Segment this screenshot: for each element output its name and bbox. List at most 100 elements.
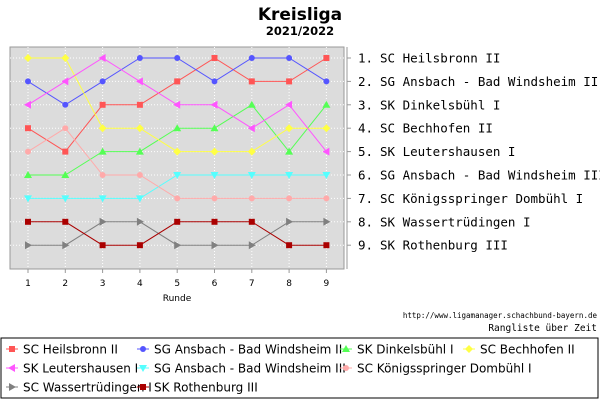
data-point: [322, 147, 330, 156]
legend-label: SG Ansbach - Bad Windsheim II: [154, 343, 342, 357]
data-point: [247, 124, 255, 133]
data-point: [25, 148, 31, 155]
series-6: [24, 172, 331, 203]
standing-rank: 8.: [358, 214, 373, 229]
data-point: [285, 147, 294, 155]
x-tick-label: 2: [62, 279, 68, 289]
standings-list: 1. SC Heilsbronn II 2. SG Ansbach - Bad Win…: [347, 51, 600, 253]
chart-subtitle: 2021/2022: [266, 24, 334, 38]
data-point: [61, 195, 70, 203]
data-point: [135, 147, 144, 155]
legend-marker: [465, 345, 473, 353]
data-point: [62, 125, 69, 132]
x-tick-label: 7: [249, 279, 255, 289]
data-point: [211, 241, 219, 250]
standing-rank: 3.: [358, 97, 373, 112]
data-point: [211, 55, 218, 61]
legend-label: SK Leutershausen I: [23, 362, 138, 376]
legend-marker: [140, 384, 146, 390]
legend-label: SC Wassertrüdingen I: [23, 381, 152, 395]
series-2: [25, 55, 330, 108]
legend-item: SK Leutershausen I: [6, 362, 138, 376]
data-point: [248, 78, 255, 85]
chart-title: Kreisliga: [258, 5, 342, 25]
data-point: [24, 171, 32, 178]
x-axis-label: Runde: [163, 294, 192, 304]
legend-label: SG Ansbach - Bad Windsheim III: [154, 362, 346, 376]
data-point: [286, 242, 293, 249]
data-point: [211, 78, 218, 85]
x-tick-label: 5: [174, 279, 180, 289]
data-point: [322, 124, 331, 133]
data-point: [62, 148, 69, 155]
data-point: [247, 100, 256, 108]
series-7: [25, 125, 330, 202]
source-url: http://www.ligamanager.schachbund-bayern…: [403, 311, 598, 320]
legend-item: SC Königsspringer Dombühl I: [340, 362, 532, 376]
legend-label: SK Rothenburg III: [154, 381, 258, 395]
data-point: [135, 77, 143, 86]
data-point: [285, 124, 294, 133]
legend-item: SC Wassertrüdingen I: [6, 381, 152, 395]
standing-team: SG Ansbach - Bad Windsheim II: [380, 74, 598, 89]
legend-marker: [342, 345, 350, 352]
data-point: [62, 101, 69, 108]
data-point: [173, 124, 182, 132]
data-point: [210, 100, 218, 109]
data-point: [24, 100, 31, 109]
data-point: [99, 217, 107, 226]
legend-label: SC Königsspringer Dombühl I: [357, 362, 532, 376]
data-point: [322, 100, 331, 108]
legend-marker: [9, 346, 15, 352]
data-point: [24, 54, 32, 62]
data-point: [174, 55, 181, 61]
data-point: [25, 78, 31, 85]
data-point: [210, 124, 219, 132]
series-4: [24, 54, 331, 156]
standing-rank: 7.: [358, 191, 373, 206]
data-point: [61, 171, 70, 178]
data-point: [99, 242, 106, 249]
data-point: [99, 101, 106, 108]
x-tick-label: 3: [100, 279, 106, 289]
data-point: [323, 78, 330, 85]
data-point: [323, 217, 331, 226]
data-point: [248, 195, 255, 202]
standing-rank: 2.: [358, 74, 373, 89]
data-point: [99, 172, 106, 178]
data-point: [24, 195, 32, 203]
series-layer: [24, 54, 331, 250]
data-point: [136, 242, 143, 249]
series-1: [25, 55, 330, 155]
legend-marker: [343, 365, 349, 371]
data-point: [135, 195, 144, 203]
legend-item: SK Dinkelsbühl I: [340, 343, 454, 357]
standing-rank: 6.: [358, 168, 373, 183]
data-point: [248, 218, 255, 225]
data-point: [211, 218, 218, 225]
standing-team: SK Leutershausen I: [380, 144, 515, 159]
data-point: [98, 124, 107, 133]
legend-label: SC Bechhofen II: [480, 343, 575, 357]
standing-team: SC Bechhofen II: [380, 121, 493, 136]
data-point: [211, 195, 218, 202]
standing-team: SK Wassertrüdingen I: [380, 214, 531, 229]
data-point: [136, 172, 143, 178]
data-point: [173, 100, 181, 109]
legend-marker: [8, 364, 15, 372]
data-point: [248, 241, 256, 250]
data-point: [173, 172, 182, 179]
chart-note: Rangliste über Zeit: [488, 323, 597, 334]
x-tick-label: 4: [137, 279, 143, 289]
series-9: [25, 218, 330, 249]
x-tick-label: 9: [324, 279, 330, 289]
data-point: [173, 147, 182, 156]
data-point: [25, 241, 32, 250]
x-tick-label: 1: [25, 279, 31, 289]
standing-rank: 4.: [358, 121, 373, 136]
standing-team: SG Ansbach - Bad Windsheim III: [380, 168, 600, 183]
data-point: [286, 78, 293, 85]
standing-rank: 1.: [358, 51, 373, 66]
standing-rank: 5.: [358, 144, 373, 159]
standing-team: SK Dinkelsbühl I: [380, 97, 500, 112]
